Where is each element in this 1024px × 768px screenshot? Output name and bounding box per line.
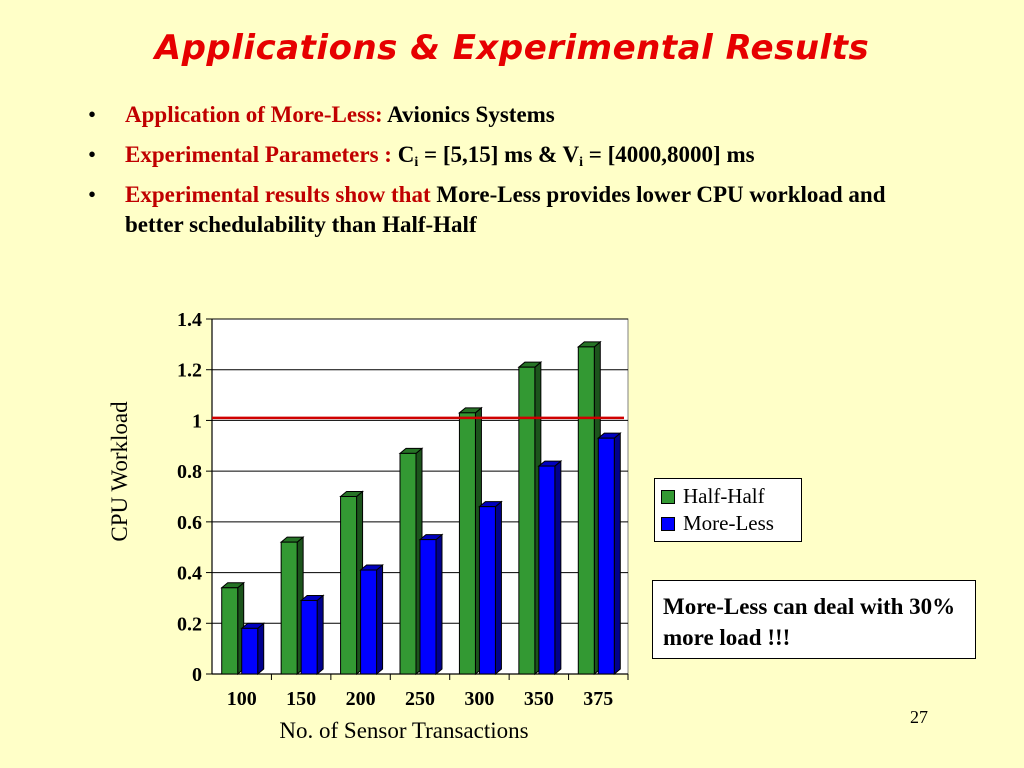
bullet-glyph: • <box>88 102 97 127</box>
bullet-text: Avionics Systems <box>382 102 555 127</box>
x-tick-label: 250 <box>405 688 435 710</box>
bullet-glyph: • <box>88 142 97 167</box>
x-axis-label: No. of Sensor Transactions <box>279 718 528 743</box>
bar-more-less <box>419 539 437 675</box>
bar-side-more-less <box>376 563 384 676</box>
subscript: i <box>414 155 419 170</box>
bar-side-more-less <box>316 594 324 676</box>
chart-legend: Half-Half More-Less <box>654 478 802 542</box>
bar-side-more-less <box>435 533 443 676</box>
bar-more-less <box>300 599 318 675</box>
x-tick-label: 375 <box>583 688 613 710</box>
y-tick-label: 1 <box>192 410 202 432</box>
bullet-item-application: • Application of More-Less: Avionics Sys… <box>88 100 948 130</box>
y-tick-label: 0.2 <box>177 613 202 635</box>
legend-entry-more-less: More-Less <box>661 510 795 537</box>
bar-more-less <box>597 437 615 675</box>
bar-half-half <box>577 346 595 675</box>
slide-title: Applications & Experimental Results <box>154 28 870 68</box>
bullet-lead: Experimental results show that <box>125 182 431 207</box>
bullet-text: More-Less provides lower CPU workload an… <box>125 182 886 237</box>
bar-side-more-less <box>613 432 621 676</box>
subscript: i <box>579 155 584 170</box>
x-tick-label: 350 <box>524 688 554 710</box>
bullet-text: C <box>391 142 415 167</box>
bullet-text: = [5,15] ms & V <box>418 142 580 167</box>
bar-half-half <box>280 541 298 675</box>
bar-half-half <box>458 412 476 675</box>
x-tick-label: 300 <box>464 688 494 710</box>
bar-more-less <box>360 569 378 675</box>
legend-label: More-Less <box>683 511 774 535</box>
legend-label: Half-Half <box>683 484 765 508</box>
bullet-list: • Application of More-Less: Avionics Sys… <box>88 100 948 250</box>
bullet-text: = [4000,8000] ms <box>583 142 755 167</box>
bullet-item-parameters: • Experimental Parameters : Ci = [5,15] … <box>88 140 948 170</box>
bullet-glyph: • <box>88 182 97 207</box>
y-tick-label: 0.8 <box>177 461 202 483</box>
bar-side-more-less <box>257 622 265 676</box>
y-axis-label: CPU Workload <box>107 401 132 542</box>
bar-more-less <box>538 465 556 675</box>
x-tick-label: 100 <box>227 688 257 710</box>
y-tick-label: 1.2 <box>177 360 202 382</box>
bar-half-half <box>221 587 239 675</box>
bullet-lead: Experimental Parameters : <box>125 142 392 167</box>
y-tick-label: 0 <box>192 664 202 686</box>
bar-side-more-less <box>494 500 502 676</box>
bar-half-half <box>518 366 536 675</box>
bar-side-more-less <box>554 460 562 676</box>
y-tick-label: 0.4 <box>177 563 202 585</box>
x-tick-label: 150 <box>286 688 316 710</box>
y-tick-label: 1.4 <box>177 309 202 331</box>
legend-swatch <box>661 489 675 504</box>
bar-half-half <box>399 452 417 675</box>
legend-entry-half-half: Half-Half <box>661 483 795 510</box>
x-tick-label: 200 <box>346 688 376 710</box>
callout-note: More-Less can deal with 30% more load !!… <box>652 580 976 659</box>
y-tick-label: 0.6 <box>177 512 202 534</box>
page-number: 27 <box>910 707 928 727</box>
bullet-item-results: • Experimental results show that More-Le… <box>88 180 948 240</box>
bar-more-less <box>241 627 259 675</box>
bar-more-less <box>478 506 496 675</box>
legend-swatch <box>661 516 675 531</box>
bar-half-half <box>340 496 358 675</box>
bullet-lead: Application of More-Less: <box>125 102 383 127</box>
